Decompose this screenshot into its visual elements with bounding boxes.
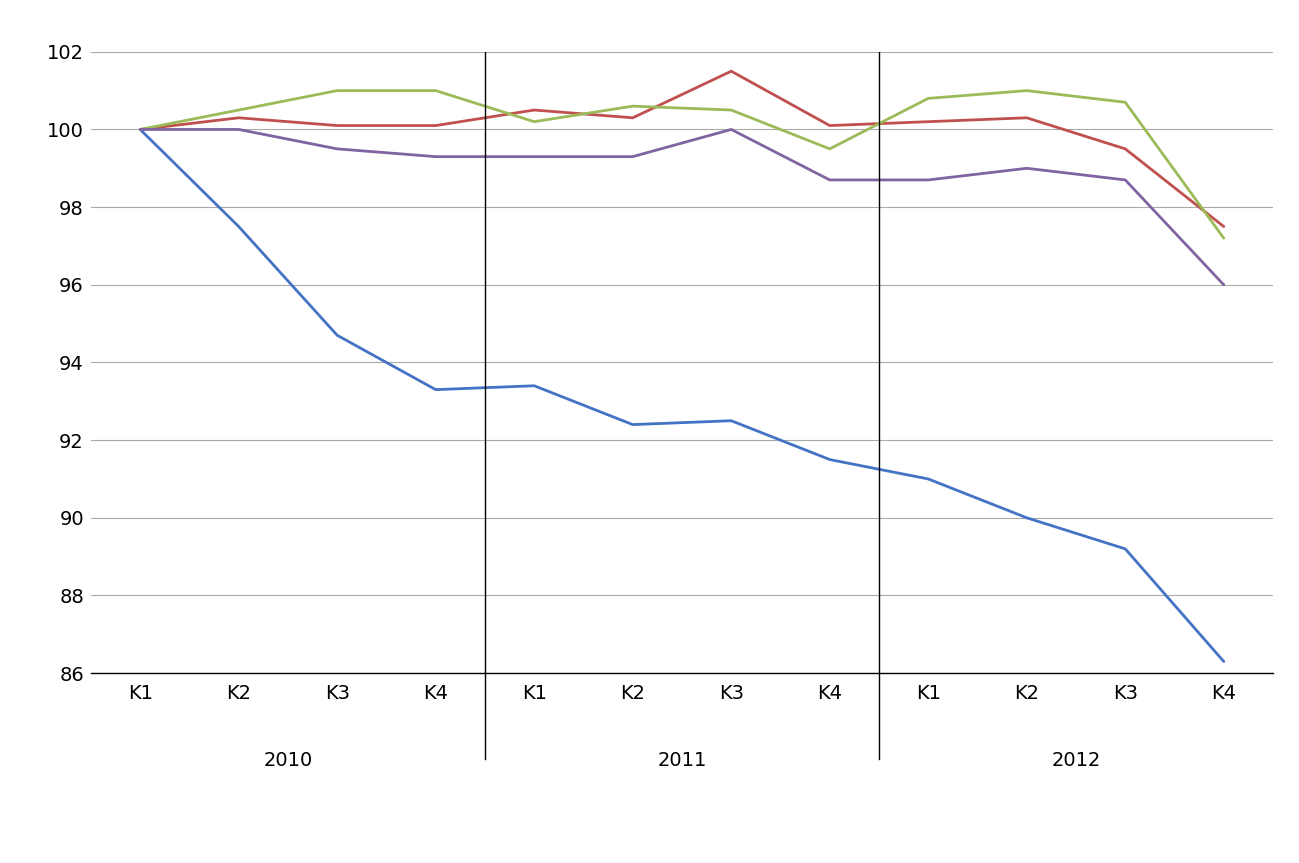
250.000 - 3.000.000 — [625, 112, 640, 123]
250.000 - 3.000.000 — [427, 121, 443, 131]
0 - 250.000 — [427, 385, 443, 395]
Line: 3.000.000 - 10.000.000: 3.000.000 - 10.000.000 — [140, 91, 1224, 238]
Text: 2012: 2012 — [1051, 751, 1100, 770]
3.000.000 - 10.000.000 — [1216, 233, 1231, 243]
0 - 250.000 — [822, 454, 838, 464]
Totaal — [330, 143, 346, 154]
250.000 - 3.000.000 — [526, 104, 542, 115]
0 - 250.000 — [1117, 544, 1133, 554]
0 - 250.000 — [132, 124, 148, 135]
Text: 2011: 2011 — [657, 751, 707, 770]
Totaal — [231, 124, 247, 135]
Totaal — [1018, 163, 1034, 173]
0 - 250.000 — [724, 415, 739, 425]
Totaal — [526, 151, 542, 161]
3.000.000 - 10.000.000 — [625, 101, 640, 111]
250.000 - 3.000.000 — [1117, 143, 1133, 154]
250.000 - 3.000.000 — [724, 66, 739, 76]
3.000.000 - 10.000.000 — [921, 93, 937, 104]
Totaal — [822, 174, 838, 185]
250.000 - 3.000.000 — [1216, 222, 1231, 232]
Line: 250.000 - 3.000.000: 250.000 - 3.000.000 — [140, 71, 1224, 227]
Totaal — [1216, 280, 1231, 290]
250.000 - 3.000.000 — [231, 112, 247, 123]
0 - 250.000 — [1018, 513, 1034, 523]
3.000.000 - 10.000.000 — [231, 104, 247, 115]
3.000.000 - 10.000.000 — [526, 117, 542, 127]
0 - 250.000 — [330, 330, 346, 340]
3.000.000 - 10.000.000 — [427, 85, 443, 96]
3.000.000 - 10.000.000 — [724, 104, 739, 115]
Totaal — [921, 174, 937, 185]
250.000 - 3.000.000 — [330, 121, 346, 131]
0 - 250.000 — [1216, 656, 1231, 666]
3.000.000 - 10.000.000 — [330, 85, 346, 96]
Totaal — [1117, 174, 1133, 185]
Totaal — [724, 124, 739, 135]
3.000.000 - 10.000.000 — [132, 124, 148, 135]
Totaal — [427, 151, 443, 161]
Totaal — [132, 124, 148, 135]
0 - 250.000 — [625, 419, 640, 430]
Totaal — [625, 151, 640, 161]
250.000 - 3.000.000 — [822, 121, 838, 131]
250.000 - 3.000.000 — [132, 124, 148, 135]
3.000.000 - 10.000.000 — [822, 143, 838, 154]
250.000 - 3.000.000 — [1018, 112, 1034, 123]
Text: 2010: 2010 — [264, 751, 313, 770]
Line: 0 - 250.000: 0 - 250.000 — [140, 129, 1224, 661]
0 - 250.000 — [526, 381, 542, 391]
3.000.000 - 10.000.000 — [1117, 97, 1133, 107]
250.000 - 3.000.000 — [921, 117, 937, 127]
0 - 250.000 — [231, 222, 247, 232]
Line: Totaal: Totaal — [140, 129, 1224, 285]
3.000.000 - 10.000.000 — [1018, 85, 1034, 96]
0 - 250.000 — [921, 474, 937, 484]
